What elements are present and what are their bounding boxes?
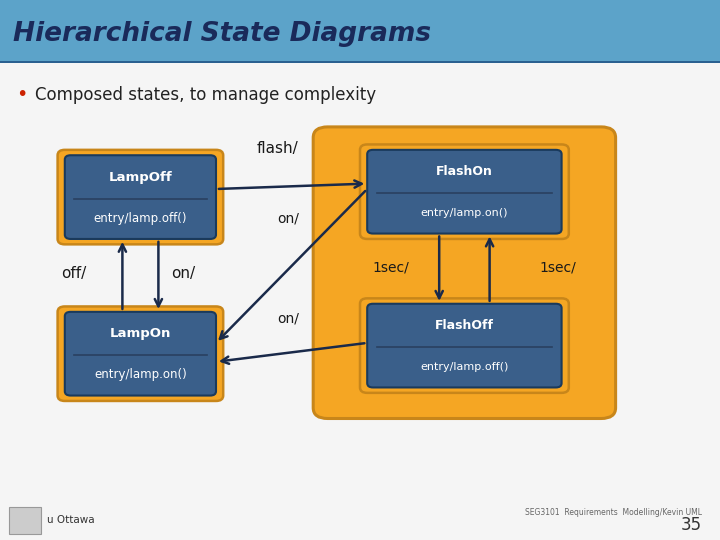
Text: 35: 35 bbox=[681, 516, 702, 534]
Text: FlashOn: FlashOn bbox=[436, 165, 492, 178]
FancyBboxPatch shape bbox=[58, 307, 223, 401]
FancyArrowPatch shape bbox=[436, 237, 443, 298]
FancyArrowPatch shape bbox=[220, 191, 365, 339]
Text: on/: on/ bbox=[171, 266, 196, 281]
Bar bbox=[0, 61, 720, 63]
FancyArrowPatch shape bbox=[155, 242, 162, 306]
Text: LampOff: LampOff bbox=[109, 171, 172, 184]
FancyArrowPatch shape bbox=[222, 343, 364, 364]
Text: u Ottawa: u Ottawa bbox=[47, 515, 94, 525]
FancyBboxPatch shape bbox=[360, 298, 569, 393]
Text: 1sec/: 1sec/ bbox=[539, 260, 577, 274]
FancyBboxPatch shape bbox=[65, 156, 216, 239]
Bar bbox=[0, 0, 720, 62]
Text: on/: on/ bbox=[277, 212, 299, 226]
Text: SEG3101  Requirements  Modelling/Kevin UML: SEG3101 Requirements Modelling/Kevin UML bbox=[525, 508, 702, 517]
Text: 1sec/: 1sec/ bbox=[372, 260, 410, 274]
Bar bbox=[9, 507, 41, 534]
FancyBboxPatch shape bbox=[367, 303, 562, 388]
Text: entry/lamp.on(): entry/lamp.on() bbox=[420, 207, 508, 218]
Text: Hierarchical State Diagrams: Hierarchical State Diagrams bbox=[13, 21, 431, 47]
Bar bbox=[0, 0, 720, 62]
FancyBboxPatch shape bbox=[65, 312, 216, 395]
FancyBboxPatch shape bbox=[360, 145, 569, 239]
FancyArrowPatch shape bbox=[219, 180, 361, 189]
FancyArrowPatch shape bbox=[486, 239, 493, 301]
Text: •: • bbox=[16, 85, 27, 104]
Bar bbox=[0, 0, 720, 62]
Text: off/: off/ bbox=[61, 266, 87, 281]
Text: flash/: flash/ bbox=[256, 141, 298, 156]
Text: LampOn: LampOn bbox=[109, 327, 171, 340]
Text: on/: on/ bbox=[277, 312, 299, 326]
Bar bbox=[0, 0, 720, 62]
Text: FlashOff: FlashOff bbox=[435, 319, 494, 332]
Text: LampFlashing: LampFlashing bbox=[413, 155, 516, 170]
FancyBboxPatch shape bbox=[367, 150, 562, 233]
Text: entry/lamp.off(): entry/lamp.off() bbox=[420, 361, 508, 372]
Text: entry/lamp.off(): entry/lamp.off() bbox=[94, 212, 187, 225]
FancyBboxPatch shape bbox=[58, 150, 223, 244]
Text: Composed states, to manage complexity: Composed states, to manage complexity bbox=[35, 85, 376, 104]
Text: entry/lamp.on(): entry/lamp.on() bbox=[94, 368, 186, 381]
FancyArrowPatch shape bbox=[119, 245, 126, 309]
FancyBboxPatch shape bbox=[313, 127, 616, 418]
